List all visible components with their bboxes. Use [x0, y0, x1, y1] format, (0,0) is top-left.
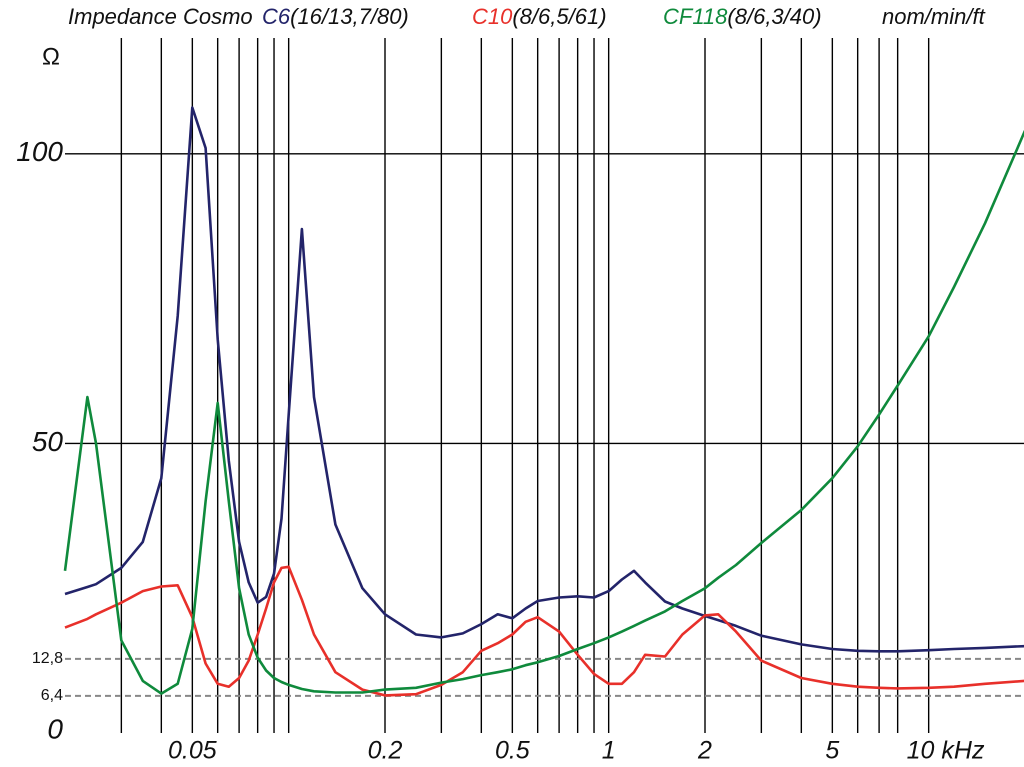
- grid: [65, 38, 1024, 733]
- x-tick-label: 2: [697, 737, 712, 765]
- legend-name: C6: [262, 4, 291, 29]
- legend-spec: (16/13,7/80): [290, 4, 409, 29]
- legend-note: nom/min/ft: [882, 4, 986, 29]
- legend-spec: (8/6,3/40): [727, 4, 821, 29]
- legend-entry: C10(8/6,5/61): [472, 4, 607, 29]
- x-tick-label: 0.05: [168, 737, 217, 765]
- x-tick-label: 0.5: [495, 737, 530, 765]
- x-tick-label: 0.2: [368, 737, 403, 765]
- y-tick-label: 50: [32, 426, 64, 457]
- series-line: [64, 565, 1024, 697]
- x-tick-label: 1: [602, 737, 616, 765]
- x-tick-label: 5: [825, 737, 839, 765]
- y-tick-label: 6,4: [41, 687, 63, 704]
- legend-entry: CF118(8/6,3/40): [663, 4, 822, 29]
- legend-entry: C6(16/13,7/80): [262, 4, 409, 29]
- y-axis-label: Ω: [42, 43, 60, 70]
- x-tick-label: 10 kHz: [907, 737, 985, 765]
- y-tick-label: 100: [16, 136, 63, 167]
- legend-name: CF118: [663, 4, 728, 29]
- series-line: [64, 106, 1024, 653]
- y-tick-label: 0: [47, 713, 63, 744]
- legend-name: C10: [472, 4, 513, 29]
- plot-lines: [63, 106, 1024, 697]
- y-tick-label: 12,8: [32, 650, 63, 667]
- chart-title: Impedance Cosmo: [68, 4, 253, 29]
- legend-spec: (8/6,5/61): [512, 4, 606, 29]
- series-line: [63, 130, 1024, 695]
